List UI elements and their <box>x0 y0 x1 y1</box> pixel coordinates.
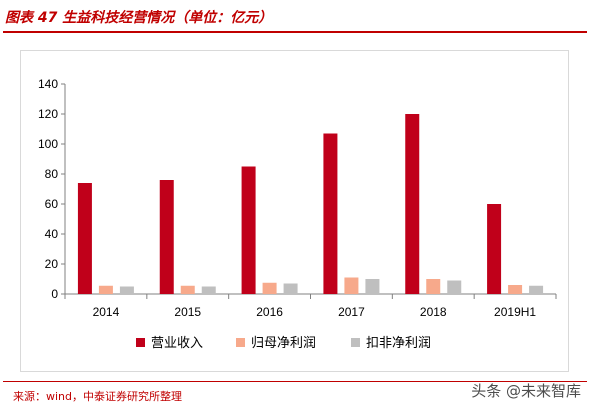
y-tick-label: 0 <box>51 287 58 301</box>
legend-label: 归母净利润 <box>251 335 316 350</box>
y-tick-label: 100 <box>38 137 58 151</box>
bar-2017-1 <box>344 277 359 294</box>
x-tick-label: 2018 <box>420 305 447 319</box>
bar-2014-1 <box>98 285 113 294</box>
legend-swatch <box>351 338 360 347</box>
figure-title: 图表 47 生益科技经营情况（单位：亿元） <box>5 10 273 26</box>
watermark: 头条 @未来智库 <box>471 382 581 400</box>
legend: 营业收入 归母净利润 扣非净利润 <box>136 335 431 350</box>
y-tick-label: 80 <box>45 167 59 181</box>
bar-2018-1 <box>426 279 441 294</box>
bar-2019H1-2 <box>529 285 544 294</box>
bar-2018-0 <box>405 114 420 294</box>
y-axis: 0 20 40 60 80 100 120 140 <box>38 77 66 301</box>
bar-2017-0 <box>323 133 338 294</box>
y-tick-label: 140 <box>38 77 58 91</box>
x-tick-label: 2019H1 <box>494 305 536 319</box>
legend-label: 扣非净利润 <box>366 335 431 350</box>
bar-2017-2 <box>365 279 380 294</box>
x-tick-label: 2017 <box>338 305 365 319</box>
bar-2014-2 <box>119 286 134 294</box>
x-tick-label: 2014 <box>93 305 120 319</box>
bar-2018-2 <box>447 280 462 294</box>
bars <box>77 114 544 294</box>
x-tick-label: 2016 <box>256 305 283 319</box>
x-axis: 2014 2015 2016 2017 2018 2019H1 <box>64 293 557 319</box>
y-tick-label: 120 <box>38 107 58 121</box>
bar-2014-0 <box>77 183 92 294</box>
y-tick-label: 60 <box>45 197 59 211</box>
title-divider <box>3 31 587 33</box>
x-tick-label: 2015 <box>174 305 201 319</box>
bar-2016-2 <box>283 283 298 294</box>
bar-2019H1-0 <box>487 204 502 294</box>
chart-panel: 0 20 40 60 80 100 120 140 2014 2015 2016 2017 2018 2… <box>20 50 569 372</box>
legend-label: 营业收入 <box>151 335 203 350</box>
legend-swatch <box>236 338 245 347</box>
bar-2019H1-1 <box>508 285 523 294</box>
y-tick-label: 20 <box>45 257 59 271</box>
y-tick-label: 40 <box>45 227 59 241</box>
bar-2015-0 <box>159 180 174 294</box>
source-note: 来源：wind，中泰证券研究所整理 <box>13 390 183 403</box>
bar-2015-1 <box>180 285 195 294</box>
source-divider <box>3 381 587 382</box>
bar-2015-2 <box>201 286 216 294</box>
bar-2016-1 <box>262 282 277 294</box>
legend-swatch <box>136 338 145 347</box>
bar-2016-0 <box>241 166 256 294</box>
